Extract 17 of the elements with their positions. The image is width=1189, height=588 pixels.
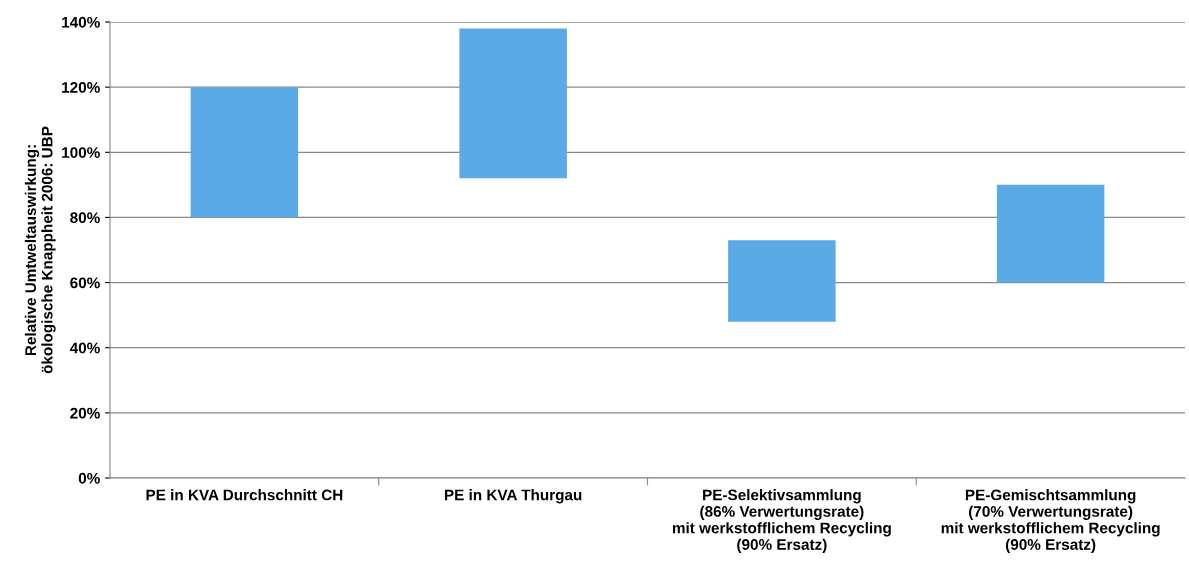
y-tick-label: 40% — [69, 342, 100, 354]
x-tick-label: PE-Selektivsammlung (86% Verwertungsrate) mit werkstofflichem Recycling (90% Ersatz) — [672, 489, 891, 553]
y-tick-label: 20% — [70, 407, 100, 419]
y-axis-title: Relative Umtweltauswirkung: ökologische Knappheit 2006: UBP — [24, 126, 56, 374]
bar — [996, 184, 1105, 283]
y-tick-label: 60% — [70, 277, 100, 289]
y-tick-label: 80% — [70, 212, 100, 224]
y-tick-label: 140% — [62, 16, 100, 28]
bar — [728, 240, 836, 322]
y-tick-label: 120% — [62, 82, 100, 93]
y-tick-label: 0% — [78, 472, 100, 484]
bar — [190, 87, 299, 218]
x-tick-label: PE-Gemischtsammlung (70% Verwertungsrate) mit werkstofflichem Recycling (90% Ersatz) — [941, 489, 1160, 553]
bar — [459, 28, 567, 179]
y-tick-label: 100% — [62, 147, 100, 158]
x-tick-label: PE in KVA Durchschnitt CH — [146, 489, 343, 501]
x-tick-label: PE in KVA Thurgau — [444, 489, 582, 504]
